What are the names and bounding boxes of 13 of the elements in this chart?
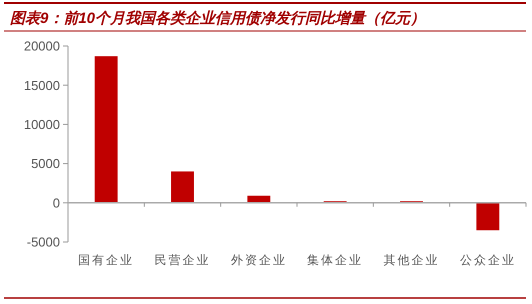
y-tick-label: 10000 bbox=[24, 116, 60, 132]
y-tick-label: 15000 bbox=[24, 78, 60, 93]
x-tick-label: 外资企业 bbox=[230, 253, 287, 267]
x-tick-label: 民营企业 bbox=[154, 253, 210, 267]
x-tick-label: 国有企业 bbox=[78, 253, 134, 267]
y-tick-label: 0 bbox=[52, 195, 60, 210]
y-tick-label: -5000 bbox=[26, 234, 60, 250]
y-tick-label: 5000 bbox=[31, 156, 60, 172]
y-tick-label: 20000 bbox=[24, 38, 60, 54]
x-tick-label: 公众企业 bbox=[460, 253, 516, 267]
x-tick-label: 集体企业 bbox=[307, 253, 364, 267]
chart-title: 图表9：前10个月我国各类企业信用债净发行同比增量（亿元） bbox=[10, 10, 426, 27]
x-tick-label: 其他企业 bbox=[384, 253, 440, 267]
